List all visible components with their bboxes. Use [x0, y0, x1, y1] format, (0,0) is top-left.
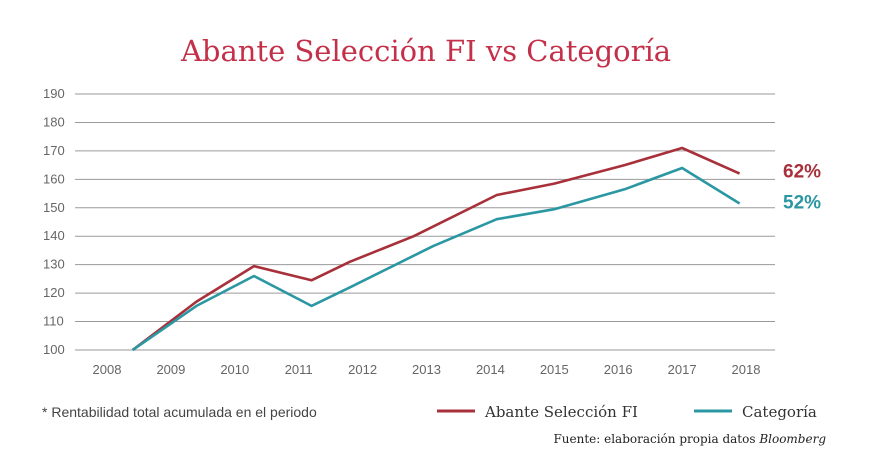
y-tick-label: 140: [43, 228, 65, 243]
x-tick-label: 2011: [285, 362, 313, 377]
x-tick-label: 2015: [540, 362, 569, 377]
legend: Abante Selección FI Categoría: [437, 403, 817, 421]
series-line-categoria: [131, 166, 741, 352]
y-tick-label: 160: [43, 171, 65, 186]
x-tick-label: 2012: [348, 362, 377, 377]
y-tick-label: 130: [43, 257, 65, 272]
y-tick-label: 110: [43, 314, 64, 329]
end-label-categoria: 52%: [783, 193, 821, 214]
source-prefix: Fuente: elaboración propia datos: [553, 432, 759, 446]
x-tick-label: 2013: [412, 362, 441, 377]
source-note: Fuente: elaboración propia datos Bloombe…: [553, 432, 826, 446]
series-lines: [131, 146, 741, 352]
x-axis-tick-labels: 2008 2009 2010 2011 2012 2013 2014 2015 2016 2017…: [93, 362, 761, 377]
source-emphasis: Bloomberg: [758, 432, 826, 446]
y-tick-label: 100: [43, 342, 65, 357]
x-tick-label: 2008: [93, 362, 122, 377]
x-tick-label: 2018: [732, 362, 761, 377]
end-labels: 62%52%: [783, 162, 821, 214]
footnote: * Rentabilidad total acumulada en el per…: [42, 404, 317, 420]
y-tick-label: 120: [43, 285, 65, 300]
x-tick-label: 2017: [668, 362, 697, 377]
chart-title: Abante Selección FI vs Categoría: [180, 34, 671, 68]
end-label-abante: 62%: [783, 162, 821, 183]
y-tick-label: 150: [43, 200, 65, 215]
x-tick-label: 2010: [220, 362, 249, 377]
legend-label-categoria: Categoría: [742, 403, 817, 421]
x-tick-label: 2016: [604, 362, 633, 377]
x-tick-label: 2014: [476, 362, 505, 377]
series-line-abante: [131, 146, 741, 352]
y-axis-tick-labels: 100 110 120 130 140 150 160 170 180 190: [43, 86, 65, 357]
x-tick-label: 2009: [156, 362, 185, 377]
y-tick-label: 190: [43, 86, 65, 101]
y-tick-label: 170: [43, 143, 65, 158]
legend-label-abante: Abante Selección FI: [484, 403, 638, 421]
y-tick-label: 180: [43, 114, 65, 129]
gridlines: [75, 93, 775, 351]
